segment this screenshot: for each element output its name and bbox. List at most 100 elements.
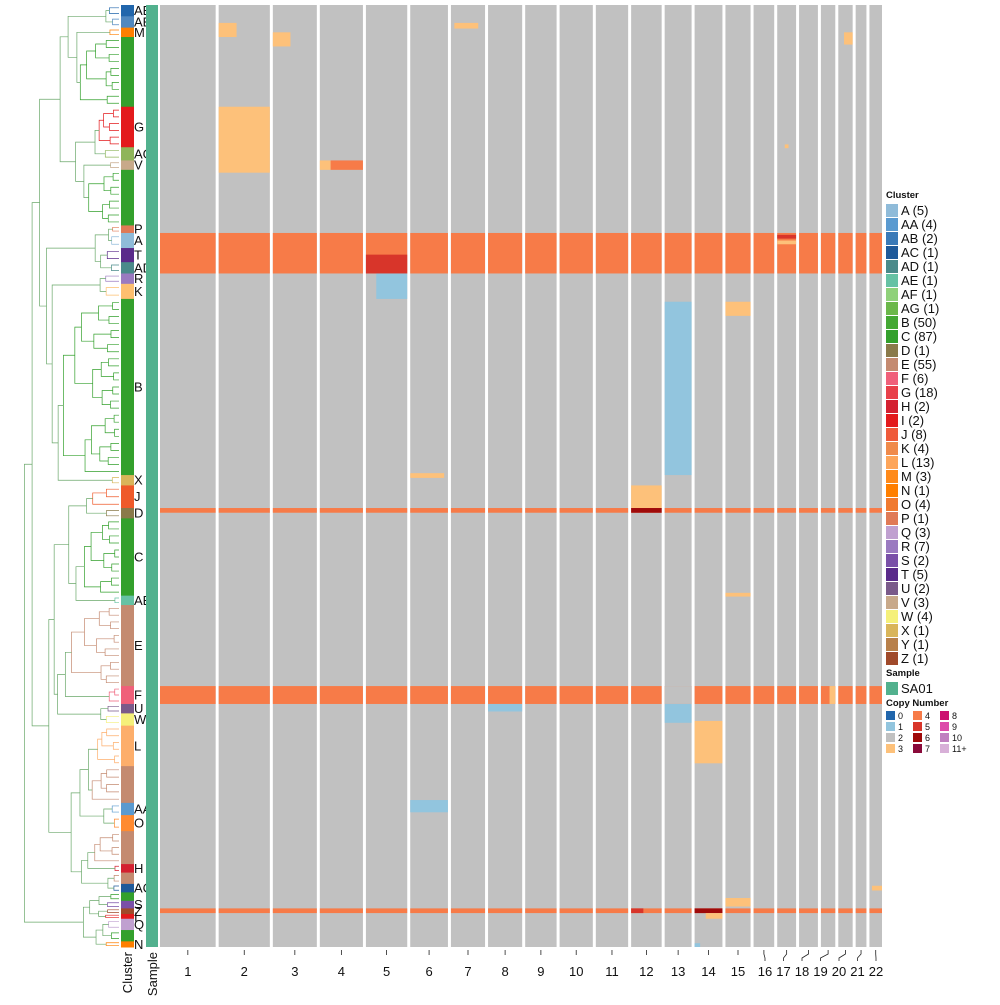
cn-segment-chr15-cn4 [725, 233, 750, 274]
legend-swatch-cluster-n [886, 484, 898, 497]
dendrogram-branch [108, 706, 119, 711]
cn-segment-chr6-cn4 [410, 908, 448, 913]
chromosome-column-chr13 [665, 5, 692, 947]
cluster-block-d [121, 508, 134, 519]
legend-label-cluster-f: F (6) [901, 371, 928, 386]
dendrogram-branch [76, 142, 95, 181]
legend-swatch-cn-10 [940, 733, 949, 742]
dendrogram-branch [91, 426, 105, 454]
dendrogram-branch [114, 875, 119, 881]
legend-label-cluster-r: R (7) [901, 539, 930, 554]
legend-swatch-cluster-f [886, 372, 898, 385]
tick-label-chr5: 5 [383, 964, 390, 979]
cn-segment-chr22-cn4 [869, 508, 882, 513]
dendrogram-branch [95, 130, 105, 153]
legend-swatch-cluster-aa [886, 218, 898, 231]
legend-label-cn-3: 3 [898, 744, 903, 754]
cn-segment-chr12-cn6 [631, 508, 662, 513]
tick-connector-chr19 [821, 950, 829, 961]
cn-segment-chr12-cn3 [631, 485, 662, 508]
cn-segment-chr9-cn4 [525, 233, 556, 274]
dendrogram-branch [54, 545, 69, 695]
cn-segment-chr14-cn4 [695, 508, 723, 513]
dendrogram-branch [109, 124, 119, 131]
legend-label-cluster-af: AF (1) [901, 287, 937, 302]
legend-label-cluster-v: V (3) [901, 595, 929, 610]
dendrogram-branch [114, 635, 119, 642]
dendrogram-branch [93, 493, 119, 504]
dendrogram-branch [109, 536, 119, 543]
legend-label-cluster-ae: AE (1) [901, 273, 938, 288]
chromosome-column-chr3 [273, 5, 317, 947]
cluster-block-segment-7 [121, 170, 134, 226]
tick-label-chr9: 9 [537, 964, 544, 979]
dendrogram-branch [105, 649, 119, 656]
legend-swatch-cn-0 [886, 711, 895, 720]
cluster-label-k: K [134, 284, 143, 299]
dendrogram-branch [58, 674, 101, 714]
cn-segment-chr22-cn4 [869, 908, 882, 913]
tick-connector-chr16 [764, 950, 765, 961]
cn-segment-chr9-cn4 [525, 508, 556, 513]
dendrogram-branch [100, 838, 113, 851]
dendrogram-branch [109, 201, 119, 208]
dendrogram-branch [49, 619, 71, 832]
dendrogram-branch [109, 522, 119, 529]
dendrogram-branch [110, 401, 119, 408]
heatmap-body [160, 5, 882, 947]
dendrogram-branch [111, 163, 119, 168]
cluster-label-d: D [134, 506, 143, 521]
dendrogram-branch [105, 151, 119, 158]
cn-segment-chr4-cn4 [320, 233, 363, 274]
cn-segment-chr9-cn4 [525, 908, 556, 913]
dendrogram-branch [93, 369, 102, 397]
cn-segment-chr2-cn4 [219, 508, 270, 513]
dendrogram-branch [109, 8, 119, 14]
cluster-block-t [121, 248, 134, 263]
cn-segment-chr13-cn1 [665, 302, 692, 475]
dendrogram-branch [101, 666, 110, 680]
sample-block-sa01 [146, 5, 158, 947]
cn-segment-chr16-cn4 [754, 908, 775, 913]
cluster-label-h: H [134, 861, 143, 876]
dendrogram-branch [107, 345, 119, 352]
dendrogram-branch [84, 619, 99, 646]
tick-connector-chr20 [839, 950, 845, 961]
tick-label-chr16: 16 [758, 964, 772, 979]
dendrogram-branch [104, 554, 115, 568]
dendrogram-branch [106, 288, 119, 296]
dendrogram-branch [111, 265, 119, 271]
cn-segment-chr8-cn4 [488, 508, 522, 513]
cn-segment-chr6-cn4 [410, 233, 448, 274]
tick-label-chr12: 12 [639, 964, 653, 979]
cluster-label-l: L [134, 738, 141, 753]
dendrogram-branch [63, 355, 85, 455]
cn-segment-chr18-cn4 [799, 508, 818, 513]
legend-swatch-cn-9 [940, 722, 949, 731]
legend-label-cluster-k: K (4) [901, 441, 929, 456]
cn-segment-chr8-cn4 [488, 908, 522, 913]
legend-label-cluster-c: C (87) [901, 329, 937, 344]
legend-swatch-cn-6 [913, 733, 922, 742]
cn-segment-chr5-cn4 [366, 686, 407, 704]
dendrogram-branch [82, 860, 108, 883]
dendrogram-branch [76, 567, 115, 601]
dendrogram-branch [109, 54, 119, 61]
cluster-block-w [121, 713, 134, 726]
legend-label-cluster-i: I (2) [901, 413, 924, 428]
cn-segment-chr10-cn4 [560, 508, 593, 513]
legend-swatch-cluster-x [886, 624, 898, 637]
cn-segment-chr15-cn4 [725, 908, 750, 913]
legend-label-cluster-ag: AG (1) [901, 301, 939, 316]
cluster-block-x [121, 475, 134, 486]
cn-segment-chr10-cn4 [560, 908, 593, 913]
legend-swatch-cluster-c [886, 330, 898, 343]
cluster-block-aa [121, 803, 134, 816]
dendrogram-branch [111, 68, 119, 75]
legend-label-cluster-h: H (2) [901, 399, 930, 414]
dendrogram-branch [81, 313, 98, 341]
dendrogram-branch [99, 897, 111, 905]
chromosome-column-chr4 [320, 5, 363, 947]
cn-segment-chr17-cn4 [777, 908, 796, 913]
legend-label-cluster-j: J (8) [901, 427, 927, 442]
